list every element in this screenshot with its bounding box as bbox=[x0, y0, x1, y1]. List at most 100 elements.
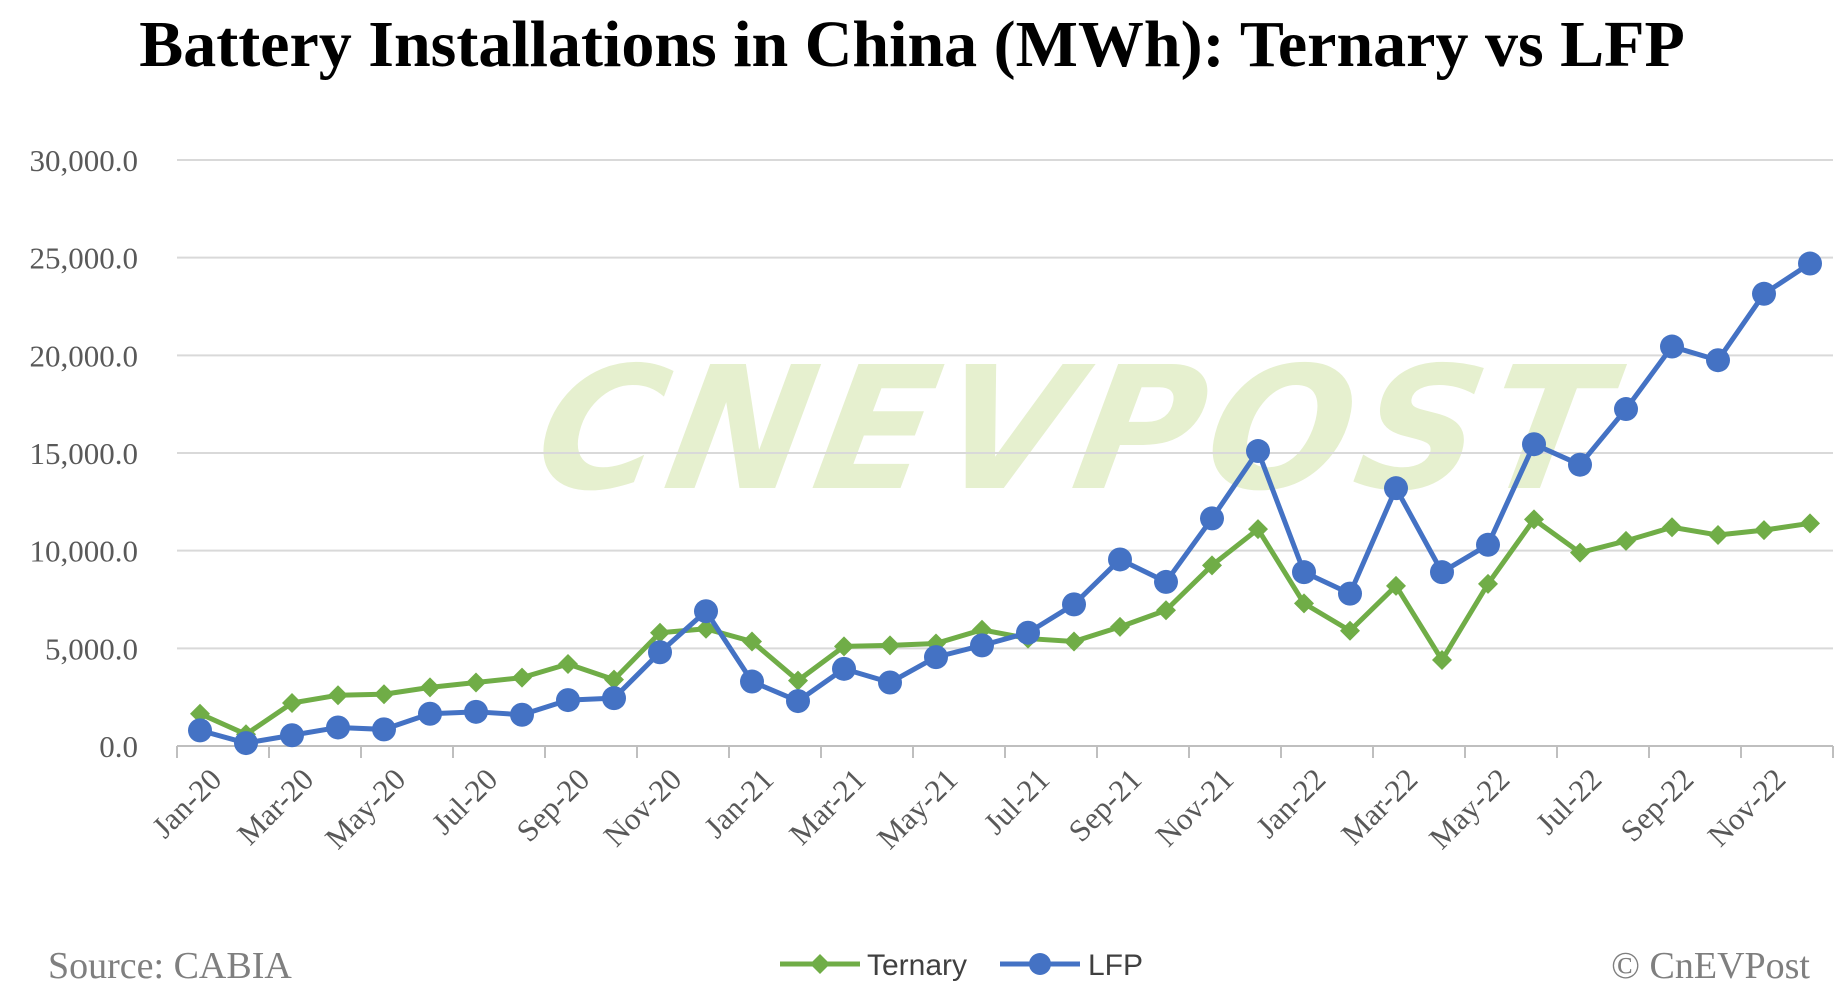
ternary-point bbox=[604, 669, 624, 690]
x-tick-label: Jan-22 bbox=[1249, 762, 1332, 845]
axes bbox=[176, 745, 1834, 758]
ternary-point bbox=[650, 622, 670, 643]
ternary-point bbox=[374, 684, 394, 705]
y-axis-tick-labels: 0.0 5,000.0 10,000.0 15,000.0 20,000.0 25,000… bbox=[30, 143, 139, 764]
ternary-point bbox=[1708, 525, 1728, 546]
x-tick-label: Jan-20 bbox=[145, 762, 228, 845]
lfp-point bbox=[1430, 560, 1454, 585]
source-text: Source: CABIA bbox=[48, 945, 292, 987]
x-tick-label: Mar-22 bbox=[1334, 762, 1424, 852]
copyright-text: © CnEVPost bbox=[1611, 945, 1810, 987]
lfp-point bbox=[556, 688, 580, 713]
x-tick-label: Sep-22 bbox=[1613, 762, 1700, 849]
ternary-point bbox=[558, 653, 578, 674]
ternary-point bbox=[328, 685, 348, 706]
lfp-point bbox=[1752, 281, 1776, 306]
ternary-point bbox=[1524, 509, 1544, 530]
legend-ternary-diamond-icon bbox=[810, 954, 830, 974]
x-tick-label: Sep-20 bbox=[509, 762, 596, 849]
legend-lfp-circle-icon bbox=[1029, 953, 1051, 975]
ternary-point bbox=[1800, 513, 1820, 534]
ternary-point bbox=[1110, 616, 1130, 637]
y-tick-label: 5,000.0 bbox=[45, 631, 138, 666]
lfp-point bbox=[970, 633, 994, 658]
legend-item-ternary: Ternary bbox=[780, 949, 967, 982]
series-ternary bbox=[190, 509, 1820, 745]
lfp-point bbox=[648, 640, 672, 665]
ternary-point bbox=[1064, 631, 1084, 652]
x-tick-label: Jul-20 bbox=[425, 762, 505, 842]
y-tick-label: 10,000.0 bbox=[30, 534, 139, 569]
lfp-point bbox=[1108, 547, 1132, 572]
lfp-point bbox=[464, 699, 488, 724]
x-tick-label: Jan-21 bbox=[697, 762, 780, 845]
lfp-point bbox=[924, 645, 948, 670]
ternary-point bbox=[880, 635, 900, 656]
lfp-point bbox=[1338, 581, 1362, 606]
ternary-point bbox=[466, 672, 486, 693]
lfp-point bbox=[1798, 251, 1822, 276]
lfp-point bbox=[1246, 439, 1270, 464]
x-tick-label: Nov-21 bbox=[1149, 762, 1241, 854]
lfp-point bbox=[1614, 397, 1638, 422]
lfp-point bbox=[1522, 432, 1546, 457]
ternary-point bbox=[1340, 620, 1360, 641]
series-layer bbox=[188, 251, 1822, 756]
legend: Ternary LFP bbox=[780, 949, 1143, 982]
x-tick-label: Sep-21 bbox=[1061, 762, 1148, 849]
y-tick-label: 0.0 bbox=[99, 729, 138, 764]
x-tick-label: Jul-22 bbox=[1529, 762, 1609, 842]
y-tick-label: 15,000.0 bbox=[30, 436, 139, 471]
x-tick-label: Mar-21 bbox=[782, 762, 872, 852]
legend-item-lfp: LFP bbox=[1000, 949, 1143, 982]
ternary-point bbox=[1202, 555, 1222, 576]
ternary-point bbox=[788, 670, 808, 691]
lfp-point bbox=[1568, 452, 1592, 477]
y-tick-label: 25,000.0 bbox=[30, 241, 139, 276]
lfp-point bbox=[326, 715, 350, 740]
ternary-point bbox=[1248, 519, 1268, 540]
ternary-point bbox=[1478, 573, 1498, 594]
gridlines bbox=[177, 159, 1833, 650]
lfp-point bbox=[1200, 506, 1224, 531]
legend-lfp-label: LFP bbox=[1088, 949, 1143, 982]
ternary-point bbox=[1662, 517, 1682, 538]
ternary-point bbox=[1570, 542, 1590, 563]
ternary-point bbox=[420, 677, 440, 698]
ternary-point bbox=[1386, 575, 1406, 596]
x-tick-label: May-20 bbox=[318, 762, 412, 856]
x-tick-label: Nov-20 bbox=[597, 762, 689, 854]
lfp-point bbox=[602, 686, 626, 711]
ternary-point bbox=[742, 631, 762, 652]
lfp-point bbox=[832, 656, 856, 681]
series-lfp bbox=[188, 251, 1822, 756]
lfp-point bbox=[1384, 476, 1408, 501]
lfp-point bbox=[1476, 532, 1500, 557]
chart-title: Battery Installations in China (MWh): Te… bbox=[139, 8, 1685, 81]
ternary-point bbox=[282, 693, 302, 714]
lfp-point bbox=[878, 670, 902, 695]
ternary-point bbox=[1156, 600, 1176, 621]
y-tick-label: 20,000.0 bbox=[30, 338, 139, 373]
ternary-point bbox=[1616, 530, 1636, 551]
lfp-point bbox=[510, 702, 534, 727]
lfp-point bbox=[418, 701, 442, 726]
ternary-point bbox=[1754, 520, 1774, 541]
lfp-point bbox=[694, 599, 718, 624]
lfp-point bbox=[372, 717, 396, 742]
lfp-point bbox=[786, 689, 810, 714]
legend-ternary-label: Ternary bbox=[867, 949, 967, 982]
ternary-point bbox=[696, 618, 716, 639]
lfp-point bbox=[1154, 569, 1178, 594]
x-tick-label: May-22 bbox=[1422, 762, 1516, 856]
ternary-point bbox=[834, 636, 854, 657]
ternary-point bbox=[190, 703, 210, 724]
lfp-point bbox=[1016, 620, 1040, 645]
lfp-point bbox=[1660, 334, 1684, 359]
lfp-point bbox=[188, 718, 212, 743]
x-tick-label: Jul-21 bbox=[977, 762, 1057, 842]
watermark-text: CNEVPOST bbox=[523, 331, 1634, 528]
ternary-point bbox=[1294, 593, 1314, 614]
